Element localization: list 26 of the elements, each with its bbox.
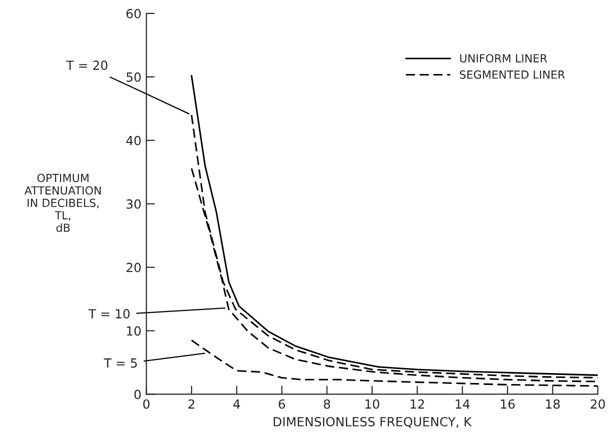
y-tick-label: 60	[126, 8, 141, 18]
x-tick-label: 4	[233, 399, 240, 409]
x-tick-label: 8	[324, 399, 330, 409]
annotation: T = 20	[66, 60, 108, 70]
legend-label: SEGMENTED LINER	[460, 70, 565, 79]
legend-label: UNIFORM LINER	[460, 54, 548, 63]
x-axis-title: DIMENSIONLESS FREQUENCY, K	[274, 416, 472, 428]
y-tick-label: 20	[126, 262, 141, 272]
annotation: T = 5	[104, 358, 137, 368]
x-tick-label: 12	[410, 399, 424, 409]
x-tick-label: 10	[366, 399, 380, 409]
y-tick-label: 40	[126, 136, 141, 146]
y-tick-label: 0	[134, 390, 141, 400]
x-tick-label: 16	[500, 399, 515, 409]
y-axis-title: OPTIMUM ATTENUATION IN DECIBELS, TL, dB	[24, 174, 101, 232]
x-tick-label: 6	[278, 399, 286, 409]
x-tick-label: 20	[590, 399, 605, 409]
annotation: T = 10	[88, 309, 130, 318]
x-tick-label: 14	[456, 399, 470, 409]
y-tick-label: 30	[126, 199, 141, 209]
x-tick-label: 18	[546, 399, 560, 409]
line-series	[190, 340, 598, 387]
y-tick-label: 50	[126, 72, 141, 82]
x-tick-label: 2	[188, 399, 194, 409]
y-tick-label: 10	[127, 326, 141, 336]
x-tick-label: 0	[143, 399, 150, 409]
